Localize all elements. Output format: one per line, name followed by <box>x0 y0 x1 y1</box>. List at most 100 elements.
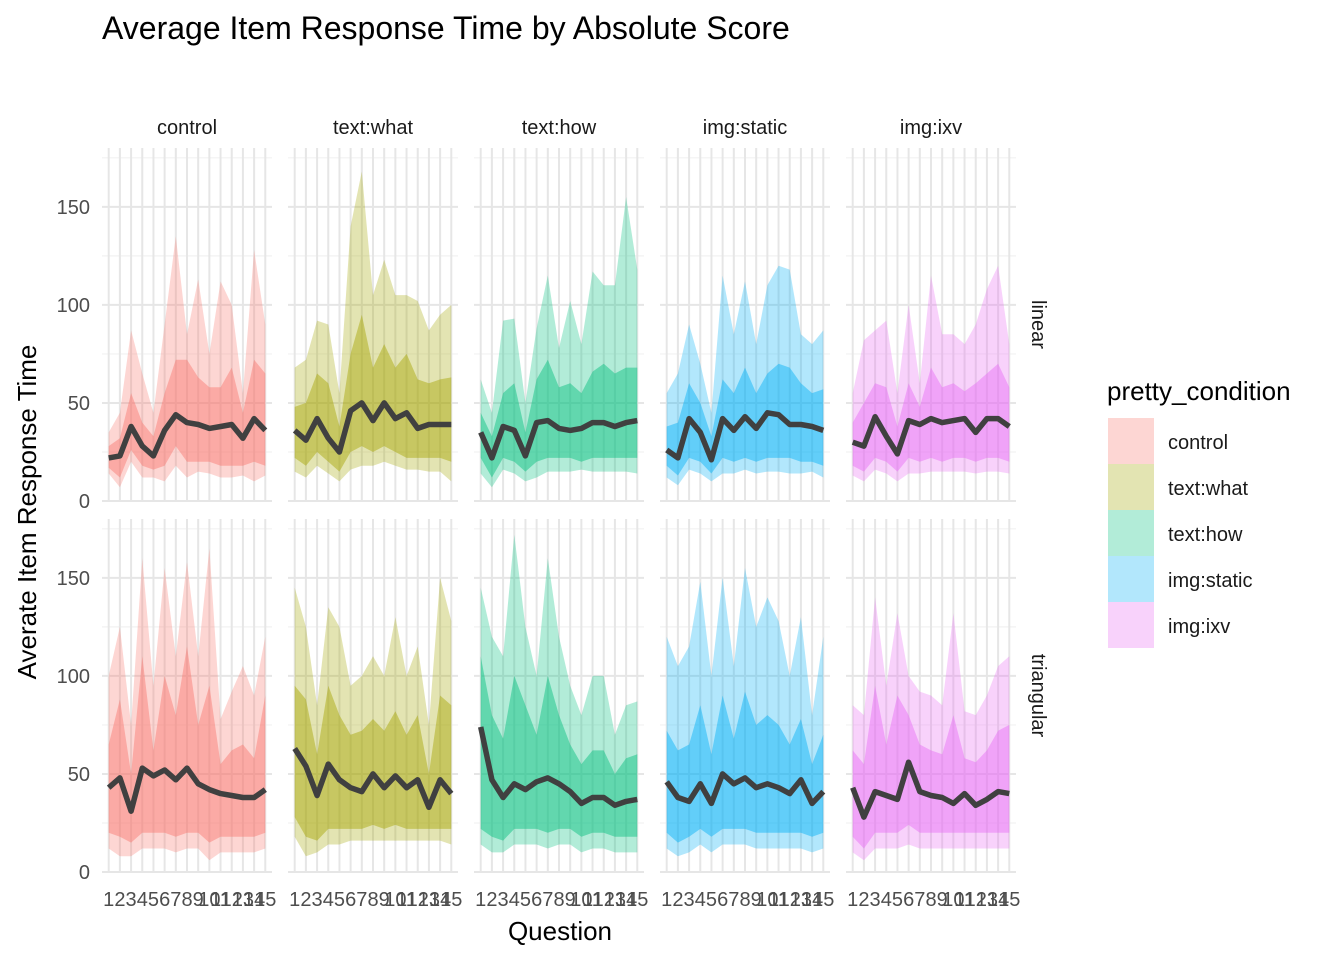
legend-label: text:how <box>1168 524 1243 546</box>
legend-swatch <box>1108 510 1154 556</box>
x-axis-title: Question <box>508 916 612 946</box>
outer-ribbon <box>666 265 824 486</box>
y-axis-title: Averate Item Response Time <box>12 345 42 680</box>
x-tick-label: 7 <box>728 889 739 911</box>
x-tick-label: 7 <box>542 889 553 911</box>
legend-item-text-what: text:what <box>1108 464 1248 510</box>
x-tick-label: 1 <box>661 889 672 911</box>
x-tick-label: 5 <box>892 889 903 911</box>
y-tick-label: 50 <box>68 764 90 786</box>
x-tick-label: 10 <box>198 889 220 911</box>
x-tick-label: 1 <box>289 889 300 911</box>
panel-triangular-text-how <box>474 519 644 873</box>
x-tick-label: 12 <box>407 889 429 911</box>
x-tick-label: 8 <box>925 889 936 911</box>
series-linear-text-how <box>478 197 638 488</box>
x-tick-label: 11 <box>768 889 789 911</box>
strip-img-ixv: img:ixv <box>900 117 962 139</box>
x-tick-label: 12 <box>593 889 615 911</box>
legend-item-img-ixv: img:ixv <box>1108 602 1230 648</box>
outer-ribbon <box>294 171 452 482</box>
x-tick-label: 10 <box>942 889 964 911</box>
legend-swatch <box>1108 602 1154 648</box>
x-tick-label: 14 <box>429 889 451 911</box>
facet-panels <box>102 148 1016 873</box>
series-triangular-img-ixv <box>850 597 1010 861</box>
strip-text-what: text:what <box>333 117 413 139</box>
inner-ribbon <box>852 685 1010 849</box>
x-tick-label: 3 <box>498 889 509 911</box>
x-tick-label: 4 <box>881 889 892 911</box>
x-tick-label: 5 <box>148 889 159 911</box>
legend-item-text-how: text:how <box>1108 510 1243 556</box>
inner-ribbon <box>666 691 824 843</box>
x-tick-label: 8 <box>181 889 192 911</box>
panel-triangular-img-static <box>660 519 830 873</box>
x-tick-label: 13 <box>790 889 812 911</box>
inner-ribbon <box>294 314 452 472</box>
x-tick-label: 10 <box>756 889 778 911</box>
x-tick-label: 3 <box>126 889 137 911</box>
y-tick-label: 0 <box>79 491 90 513</box>
x-tick-label: 15 <box>812 889 834 911</box>
x-tick-label: 10 <box>570 889 592 911</box>
x-tick-label: 9 <box>937 889 948 911</box>
panel-linear-img-static <box>660 148 830 502</box>
x-tick-label: 6 <box>717 889 728 911</box>
strip-triangular: triangular <box>1027 654 1049 738</box>
series-linear-text-what <box>292 171 452 482</box>
x-tick-label: 8 <box>553 889 564 911</box>
x-tick-label: 5 <box>706 889 717 911</box>
x-tick-label: 4 <box>137 889 148 911</box>
legend-label: img:ixv <box>1168 616 1230 638</box>
outer-ribbon <box>666 568 824 857</box>
facet-strips: control text:what text:how img:static img:ix… <box>157 117 1049 738</box>
x-tick-label: 4 <box>323 889 334 911</box>
x-tick-label: 3 <box>870 889 881 911</box>
x-tick-label: 13 <box>604 889 626 911</box>
x-tick-label: 15 <box>626 889 648 911</box>
x-tick-label: 11 <box>396 889 417 911</box>
x-tick-label: 15 <box>440 889 462 911</box>
y-axes: 0 50 100 150 0 50 100 150 <box>57 197 90 884</box>
chart-title: Average Item Response Time by Absolute S… <box>102 10 790 46</box>
x-tick-label: 12 <box>221 889 243 911</box>
x-tick-label: 1 <box>847 889 858 911</box>
strip-control: control <box>157 117 217 139</box>
legend-swatch <box>1108 556 1154 602</box>
panel-triangular-text-what <box>288 519 458 873</box>
x-tick-label: 12 <box>779 889 801 911</box>
y-tick-label: 100 <box>57 666 90 688</box>
x-tick-label: 3 <box>684 889 695 911</box>
panel-linear-text-how <box>474 148 644 502</box>
strip-linear: linear <box>1027 300 1049 349</box>
x-tick-label: 11 <box>210 889 231 911</box>
legend-label: img:static <box>1168 570 1252 592</box>
x-tick-label: 9 <box>379 889 390 911</box>
strip-img-static: img:static <box>703 117 787 139</box>
x-tick-label: 2 <box>114 889 125 911</box>
x-tick-label: 15 <box>998 889 1020 911</box>
x-tick-label: 5 <box>334 889 345 911</box>
panel-linear-img-ixv <box>846 148 1016 502</box>
x-tick-label: 6 <box>159 889 170 911</box>
x-tick-label: 11 <box>582 889 603 911</box>
x-tick-label: 10 <box>384 889 406 911</box>
series-linear-control <box>108 236 268 488</box>
x-tick-label: 6 <box>345 889 356 911</box>
series-triangular-text-what <box>292 577 454 857</box>
x-tick-label: 8 <box>739 889 750 911</box>
outer-ribbon <box>852 597 1010 861</box>
x-tick-label: 2 <box>672 889 683 911</box>
panel-triangular-control <box>102 519 272 873</box>
y-tick-label: 150 <box>57 197 90 219</box>
inner-ribbon <box>480 656 638 841</box>
x-tick-label: 14 <box>243 889 265 911</box>
legend-label: text:what <box>1168 478 1248 500</box>
x-tick-label: 4 <box>509 889 520 911</box>
x-tick-label: 14 <box>987 889 1009 911</box>
series-linear-img-ixv <box>851 265 1011 482</box>
x-tick-label: 2 <box>300 889 311 911</box>
x-tick-label: 2 <box>858 889 869 911</box>
